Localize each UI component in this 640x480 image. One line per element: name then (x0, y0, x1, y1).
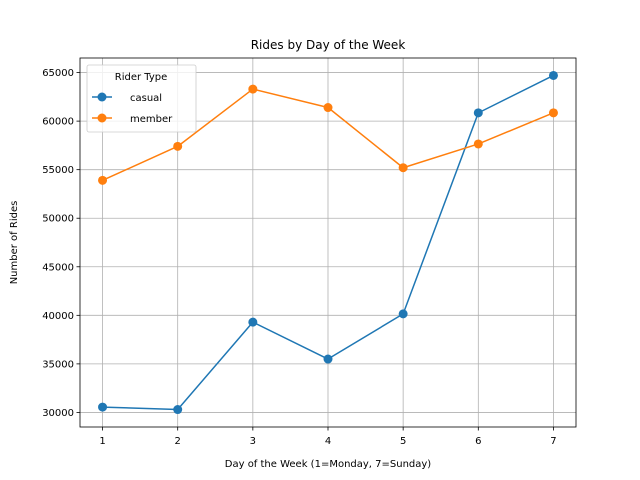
x-axis-label: Day of the Week (1=Monday, 7=Sunday) (225, 459, 432, 470)
y-tick-label: 30000 (42, 408, 74, 419)
legend: Rider Type casual member (86, 64, 197, 133)
data-point-casual (323, 354, 333, 364)
y-tick-label: 55000 (42, 165, 74, 176)
chart-title: Rides by Day of the Week (251, 38, 406, 52)
data-point-member (398, 163, 408, 173)
x-tick-label: 5 (400, 436, 406, 447)
x-tick-label: 2 (175, 436, 181, 447)
data-point-casual (248, 317, 258, 327)
legend-title: Rider Type (115, 72, 168, 83)
y-tick-label: 35000 (42, 359, 74, 370)
data-point-member (98, 175, 108, 185)
data-point-casual (548, 70, 558, 80)
data-point-casual (98, 402, 108, 412)
y-tick-label: 60000 (42, 117, 74, 128)
data-point-member (173, 141, 183, 151)
y-tick-label: 50000 (42, 214, 74, 225)
y-tick-label: 40000 (42, 311, 74, 322)
grid (80, 58, 576, 427)
data-point-member (473, 139, 483, 149)
legend-marker-casual (97, 92, 107, 102)
x-tick-label: 1 (99, 436, 105, 447)
data-point-casual (398, 309, 408, 319)
legend-box (86, 64, 197, 133)
legend-marker-member (97, 113, 107, 123)
data-point-member (323, 103, 333, 113)
x-tick-label: 7 (550, 436, 556, 447)
x-tick-label: 4 (325, 436, 331, 447)
series-lines (98, 70, 558, 415)
x-tick-label: 3 (250, 436, 256, 447)
legend-label-member: member (130, 114, 173, 125)
data-point-casual (173, 405, 183, 415)
x-tick-label: 6 (475, 436, 481, 447)
y-tick-label: 65000 (42, 68, 74, 79)
data-point-member (248, 84, 258, 94)
data-point-member (548, 108, 558, 118)
y-axis-label: Number of Rides (9, 201, 20, 285)
legend-label-casual: casual (130, 93, 162, 104)
data-point-casual (473, 108, 483, 118)
axis-ticks: 1 2 3 4 5 6 7 30000 35000 40000 45000 50000 55000 600… (42, 68, 556, 447)
y-tick-label: 45000 (42, 262, 74, 273)
